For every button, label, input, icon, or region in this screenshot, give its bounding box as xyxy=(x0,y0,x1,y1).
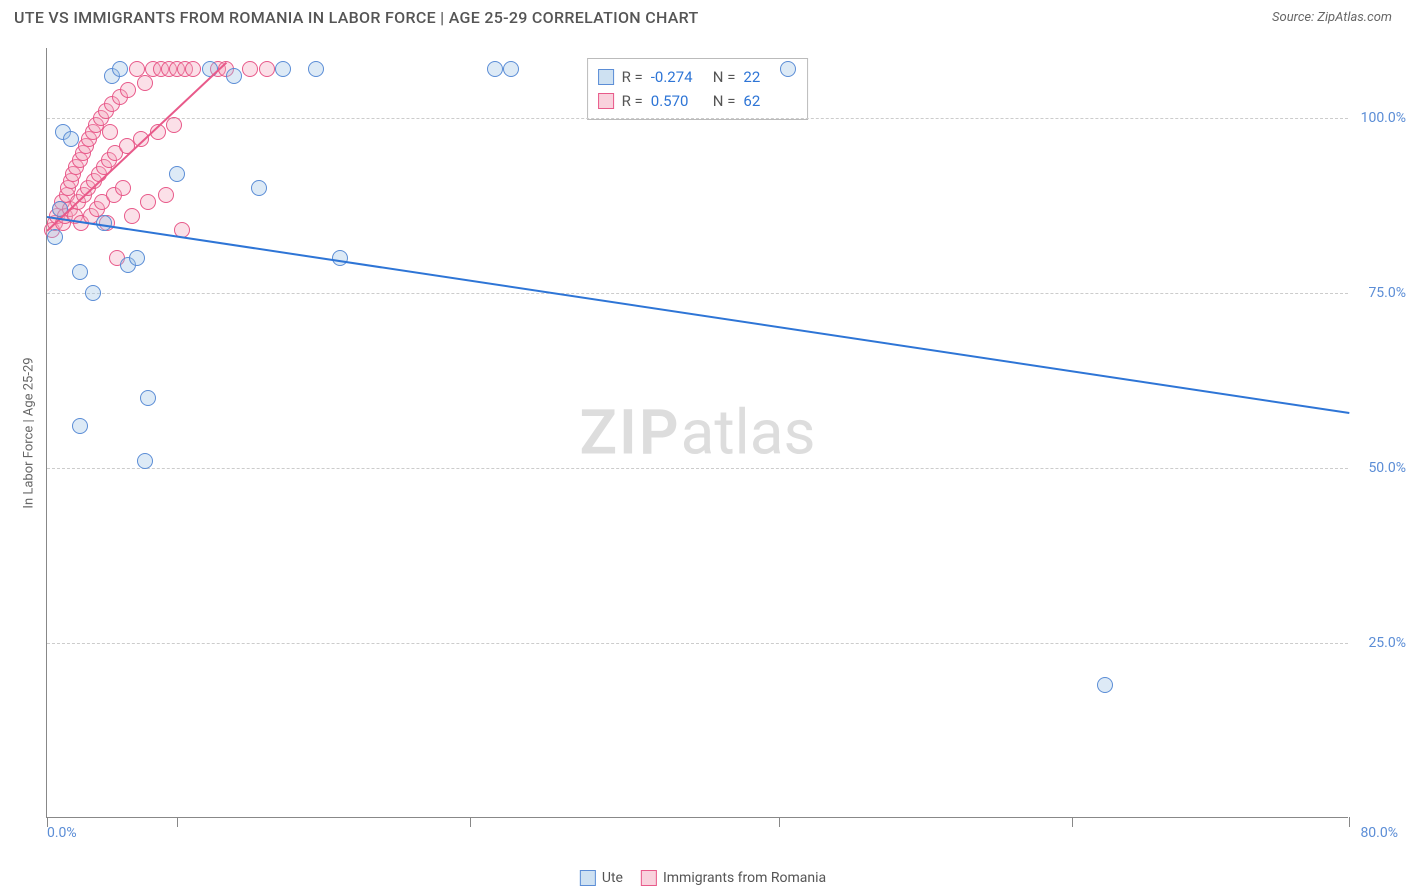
header-bar: UTE VS IMMIGRANTS FROM ROMANIA IN LABOR … xyxy=(0,0,1406,35)
scatter-point-ute xyxy=(129,250,145,266)
x-tick xyxy=(177,817,178,827)
scatter-point-romania xyxy=(102,124,118,140)
gridline-h xyxy=(47,643,1348,644)
scatter-point-romania xyxy=(242,61,258,77)
chart-title: UTE VS IMMIGRANTS FROM ROMANIA IN LABOR … xyxy=(14,8,699,27)
stat-row-romania: R = 0.570 N = 62 xyxy=(598,89,798,113)
gridline-h xyxy=(47,293,1348,294)
scatter-point-ute xyxy=(47,229,63,245)
legend-item-romania: Immigrants from Romania xyxy=(641,870,826,886)
watermark: ZIPatlas xyxy=(580,396,816,469)
scatter-point-ute xyxy=(1097,677,1113,693)
x-axis-max-label: 80.0% xyxy=(1360,825,1398,841)
scatter-point-romania xyxy=(158,187,174,203)
scatter-point-romania xyxy=(259,61,275,77)
scatter-point-ute xyxy=(63,131,79,147)
x-axis-min-label: 0.0% xyxy=(47,825,77,841)
scatter-point-ute xyxy=(137,453,153,469)
scatter-point-romania xyxy=(140,194,156,210)
trend-line-romania xyxy=(46,62,226,231)
scatter-point-romania xyxy=(166,117,182,133)
gridline-h xyxy=(47,118,1348,119)
scatter-point-romania xyxy=(185,61,201,77)
scatter-point-ute xyxy=(251,180,267,196)
scatter-point-romania xyxy=(124,208,140,224)
scatter-point-ute xyxy=(72,264,88,280)
stat-row-ute: R = -0.274 N = 22 xyxy=(598,65,798,89)
legend-swatch-blue-icon xyxy=(580,870,596,886)
scatter-plot-area: ZIPatlas In Labor Force | Age 25-29 0.0%… xyxy=(46,48,1348,818)
source-attribution: Source: ZipAtlas.com xyxy=(1272,10,1392,25)
y-tick-label: 25.0% xyxy=(1368,635,1406,651)
scatter-point-ute xyxy=(169,166,185,182)
x-tick xyxy=(470,817,471,827)
legend-swatch-pink-icon xyxy=(641,870,657,886)
scatter-point-ute xyxy=(85,285,101,301)
scatter-point-ute xyxy=(503,61,519,77)
correlation-stats-box: R = -0.274 N = 22 R = 0.570 N = 62 xyxy=(587,58,809,120)
scatter-point-ute xyxy=(275,61,291,77)
scatter-point-ute xyxy=(780,61,796,77)
legend-item-ute: Ute xyxy=(580,870,623,886)
scatter-point-ute xyxy=(487,61,503,77)
y-tick-label: 100.0% xyxy=(1361,110,1406,126)
scatter-point-romania xyxy=(120,82,136,98)
x-tick xyxy=(779,817,780,827)
series-legend: Ute Immigrants from Romania xyxy=(580,870,826,886)
trend-line-ute xyxy=(47,216,1349,414)
scatter-point-ute xyxy=(226,68,242,84)
gridline-h xyxy=(47,468,1348,469)
scatter-point-ute xyxy=(112,61,128,77)
scatter-point-ute xyxy=(72,418,88,434)
swatch-pink-icon xyxy=(598,93,614,109)
x-tick xyxy=(1072,817,1073,827)
y-tick-label: 50.0% xyxy=(1368,460,1406,476)
scatter-point-ute xyxy=(308,61,324,77)
scatter-point-ute xyxy=(202,61,218,77)
x-tick xyxy=(47,817,48,827)
y-tick-label: 75.0% xyxy=(1368,285,1406,301)
scatter-point-romania xyxy=(137,75,153,91)
scatter-point-romania xyxy=(115,180,131,196)
scatter-point-ute xyxy=(140,390,156,406)
x-tick xyxy=(1349,817,1350,827)
swatch-blue-icon xyxy=(598,69,614,85)
y-axis-label: In Labor Force | Age 25-29 xyxy=(22,357,37,508)
scatter-point-ute xyxy=(332,250,348,266)
